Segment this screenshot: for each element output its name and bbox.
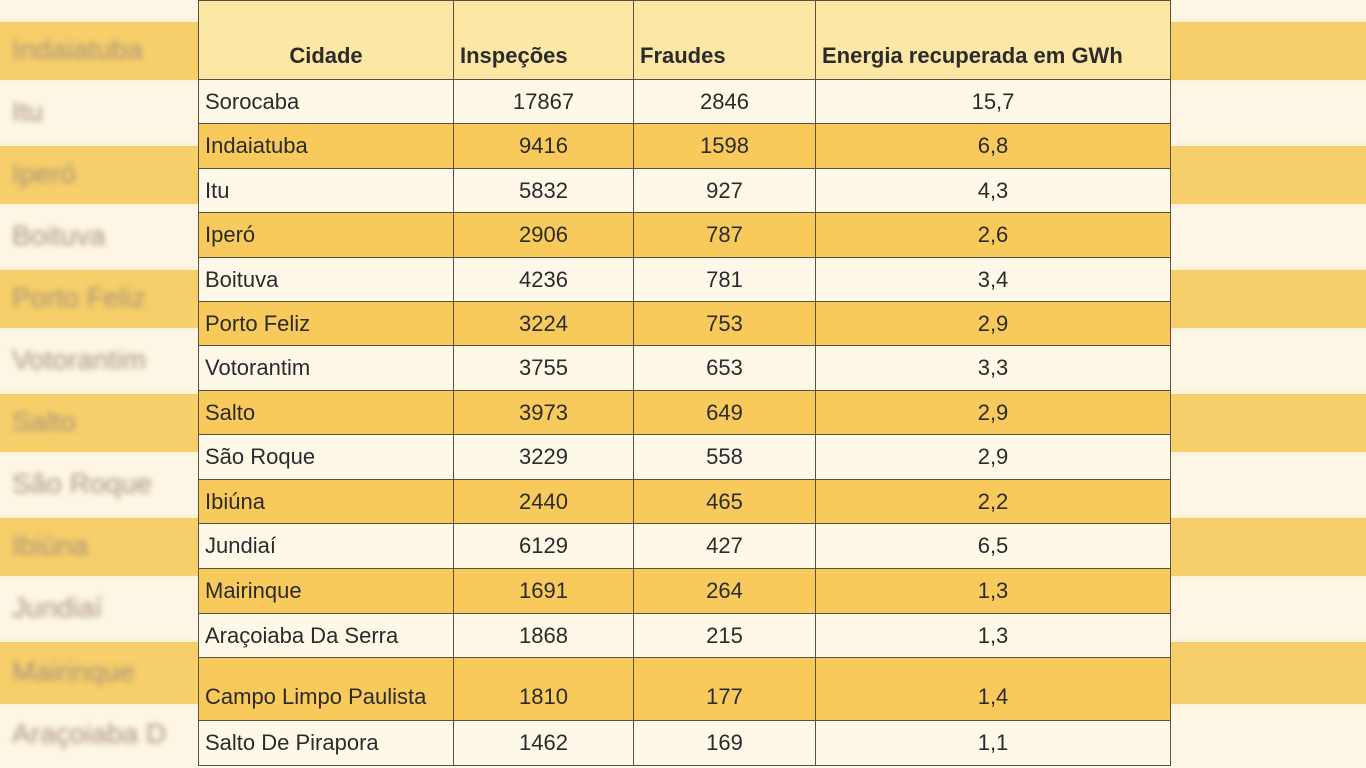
inspections-cell: 1462 — [453, 720, 634, 766]
table-row: Mairinque 1691 264 1,3 — [198, 568, 1171, 614]
table-row: Votorantim 3755 653 3,3 — [198, 345, 1171, 391]
frauds-cell: 169 — [633, 720, 816, 766]
inspections-cell: 1868 — [453, 613, 634, 658]
inspections-cell: 2906 — [453, 212, 634, 258]
energy-cell: 2,9 — [815, 301, 1171, 346]
ghost-label: Araçoiaba D — [12, 718, 167, 749]
frauds-cell: 653 — [633, 345, 816, 391]
inspections-cell: 3973 — [453, 390, 634, 435]
frauds-cell: 753 — [633, 301, 816, 346]
header-energy: Energia recuperada em GWh — [815, 0, 1171, 80]
frauds-cell: 465 — [633, 479, 816, 524]
frauds-cell: 781 — [633, 257, 816, 302]
frauds-cell: 649 — [633, 390, 816, 435]
frauds-cell: 177 — [633, 657, 816, 721]
ghost-label: Mairinque — [12, 656, 135, 687]
frauds-cell: 787 — [633, 212, 816, 258]
ghost-label: Votorantim — [12, 344, 146, 375]
city-cell: Sorocaba — [198, 79, 454, 124]
table-row: São Roque 3229 558 2,9 — [198, 434, 1171, 480]
inspections-cell: 3755 — [453, 345, 634, 391]
frauds-cell: 215 — [633, 613, 816, 658]
energy-cell: 2,6 — [815, 212, 1171, 258]
energy-cell: 1,3 — [815, 613, 1171, 658]
frauds-cell: 1598 — [633, 123, 816, 169]
table-row: Iperó 2906 787 2,6 — [198, 212, 1171, 258]
city-cell: Jundiaí — [198, 523, 454, 569]
table-row: Jundiaí 6129 427 6,5 — [198, 523, 1171, 569]
city-cell: Indaiatuba — [198, 123, 454, 169]
energy-cell: 6,8 — [815, 123, 1171, 169]
ghost-label: Ibiúna — [12, 530, 89, 561]
energy-cell: 1,3 — [815, 568, 1171, 614]
table-row: Itu 5832 927 4,3 — [198, 168, 1171, 213]
city-cell: Salto De Pirapora — [198, 720, 454, 766]
ghost-label: São Roque — [12, 468, 153, 499]
city-cell: Votorantim — [198, 345, 454, 391]
data-table-container: Cidade Inspeções Fraudes Energia recuper… — [198, 0, 1171, 768]
inspections-cell: 9416 — [453, 123, 634, 169]
table-row: Campo Limpo Paulista 1810 177 1,4 — [198, 657, 1171, 721]
energy-cell: 1,1 — [815, 720, 1171, 766]
inspections-cell: 5832 — [453, 168, 634, 213]
inspections-cell: 2440 — [453, 479, 634, 524]
city-cell: Campo Limpo Paulista — [198, 657, 454, 721]
city-cell: Itu — [198, 168, 454, 213]
city-cell: Ibiúna — [198, 479, 454, 524]
table-row: Salto De Pirapora 1462 169 1,1 — [198, 720, 1171, 766]
table-header-row: Cidade Inspeções Fraudes Energia recuper… — [198, 0, 1171, 80]
energy-cell: 2,9 — [815, 390, 1171, 435]
table-row: Sorocaba 17867 2846 15,7 — [198, 79, 1171, 124]
energy-cell: 6,5 — [815, 523, 1171, 569]
ghost-label: Salto — [12, 406, 76, 437]
inspections-cell: 1810 — [453, 657, 634, 721]
ghost-label: Itu — [12, 96, 44, 127]
energy-cell: 2,9 — [815, 434, 1171, 480]
city-cell: Salto — [198, 390, 454, 435]
table-row: Boituva 4236 781 3,4 — [198, 257, 1171, 302]
ghost-label: Jundiaí — [12, 592, 103, 623]
header-city: Cidade — [198, 0, 454, 80]
inspections-cell: 6129 — [453, 523, 634, 569]
frauds-cell: 558 — [633, 434, 816, 480]
city-cell: São Roque — [198, 434, 454, 480]
fraud-table: Cidade Inspeções Fraudes Energia recuper… — [198, 0, 1171, 766]
table-row: Ibiúna 2440 465 2,2 — [198, 479, 1171, 524]
table-row: Porto Feliz 3224 753 2,9 — [198, 301, 1171, 346]
energy-cell: 4,3 — [815, 168, 1171, 213]
inspections-cell: 3224 — [453, 301, 634, 346]
ghost-label: Porto Feliz — [12, 282, 146, 313]
inspections-cell: 3229 — [453, 434, 634, 480]
city-cell: Araçoiaba Da Serra — [198, 613, 454, 658]
city-cell: Boituva — [198, 257, 454, 302]
header-inspections: Inspeções — [453, 0, 634, 80]
inspections-cell: 1691 — [453, 568, 634, 614]
ghost-label: Indaiatuba — [12, 34, 143, 65]
ghost-label: Boituva — [12, 220, 106, 251]
energy-cell: 2,2 — [815, 479, 1171, 524]
energy-cell: 3,4 — [815, 257, 1171, 302]
energy-cell: 3,3 — [815, 345, 1171, 391]
energy-cell: 1,4 — [815, 657, 1171, 721]
header-frauds: Fraudes — [633, 0, 816, 80]
frauds-cell: 264 — [633, 568, 816, 614]
energy-cell: 15,7 — [815, 79, 1171, 124]
city-cell: Mairinque — [198, 568, 454, 614]
inspections-cell: 4236 — [453, 257, 634, 302]
table-row: Araçoiaba Da Serra 1868 215 1,3 — [198, 613, 1171, 658]
table-row: Salto 3973 649 2,9 — [198, 390, 1171, 435]
frauds-cell: 2846 — [633, 79, 816, 124]
city-cell: Porto Feliz — [198, 301, 454, 346]
frauds-cell: 927 — [633, 168, 816, 213]
table-row: Indaiatuba 9416 1598 6,8 — [198, 123, 1171, 169]
frauds-cell: 427 — [633, 523, 816, 569]
inspections-cell: 17867 — [453, 79, 634, 124]
ghost-label: Iperó — [12, 158, 76, 189]
city-cell: Iperó — [198, 212, 454, 258]
